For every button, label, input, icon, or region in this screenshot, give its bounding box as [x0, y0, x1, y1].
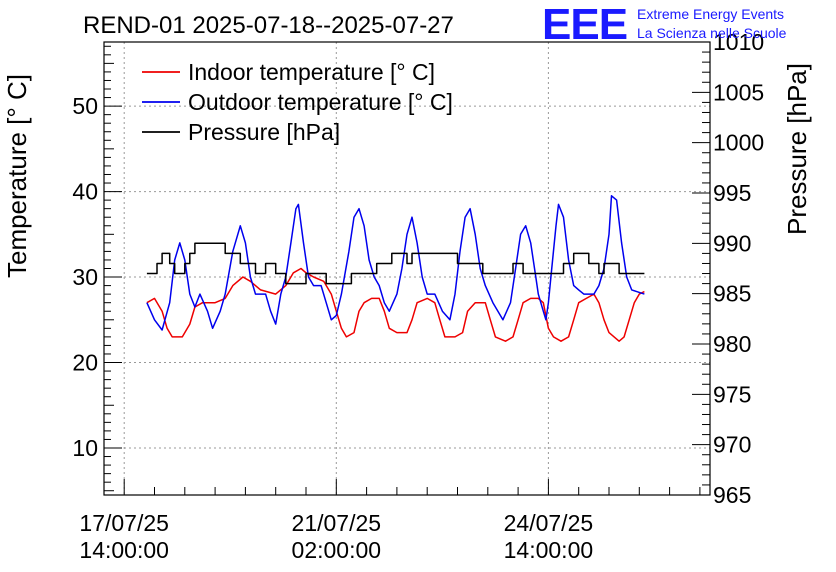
y-right-tick-label: 980	[713, 331, 751, 357]
series-line-2	[146, 195, 645, 331]
x-tick-label-time: 14:00:00	[504, 537, 594, 563]
y-axis-left-label: Temperature [° C]	[2, 74, 32, 278]
y-right-tick-label: 1005	[713, 79, 764, 105]
x-tick-label-time: 14:00:00	[79, 537, 169, 563]
legend-label: Indoor temperature [° C]	[188, 59, 435, 85]
legend-label: Pressure [hPa]	[188, 119, 340, 145]
series-line-1	[146, 267, 645, 342]
y-left-tick-label: 50	[72, 93, 98, 119]
series-line-3	[146, 242, 645, 285]
x-tick-label-date: 17/07/25	[79, 510, 169, 536]
y-right-tick-label: 990	[713, 230, 751, 256]
brand-line1: Extreme Energy Events	[637, 6, 784, 22]
y-axis-right-label: Pressure [hPa]	[782, 63, 812, 235]
brand-line2: La Scienza nelle Scuole	[637, 25, 787, 41]
y-right-tick-label: 975	[713, 381, 751, 407]
brand-logo: EEE Extreme Energy Events La Scienza nel…	[542, 0, 787, 49]
y-left-tick-label: 20	[72, 350, 98, 376]
axes: 10 20 30 40 50 965 970 975 980 985 990 995 1000 1005 1…	[72, 29, 764, 563]
chart-title: REND-01 2025-07-18--2025-07-27	[83, 12, 454, 39]
y-right-tick-label: 965	[713, 482, 751, 508]
x-tick-label-date: 24/07/25	[504, 510, 594, 536]
series-layer	[146, 195, 645, 342]
x-tick-label-time: 02:00:00	[292, 537, 382, 563]
y-left-tick-label: 30	[72, 264, 98, 290]
x-tick-label-date: 21/07/25	[292, 510, 382, 536]
y-right-tick-label: 1010	[713, 29, 764, 55]
legend-label: Outdoor temperature [° C]	[188, 89, 453, 115]
y-left-tick-label: 40	[72, 179, 98, 205]
y-left-tick-label: 10	[72, 435, 98, 461]
y-right-tick-label: 995	[713, 180, 751, 206]
y-right-tick-label: 970	[713, 432, 751, 458]
brand-logo-text: EEE	[542, 0, 627, 49]
legend: Indoor temperature [° C] Outdoor temperat…	[142, 59, 453, 145]
y-right-tick-label: 1000	[713, 130, 764, 156]
grid	[104, 42, 710, 495]
y-right-tick-label: 985	[713, 281, 751, 307]
